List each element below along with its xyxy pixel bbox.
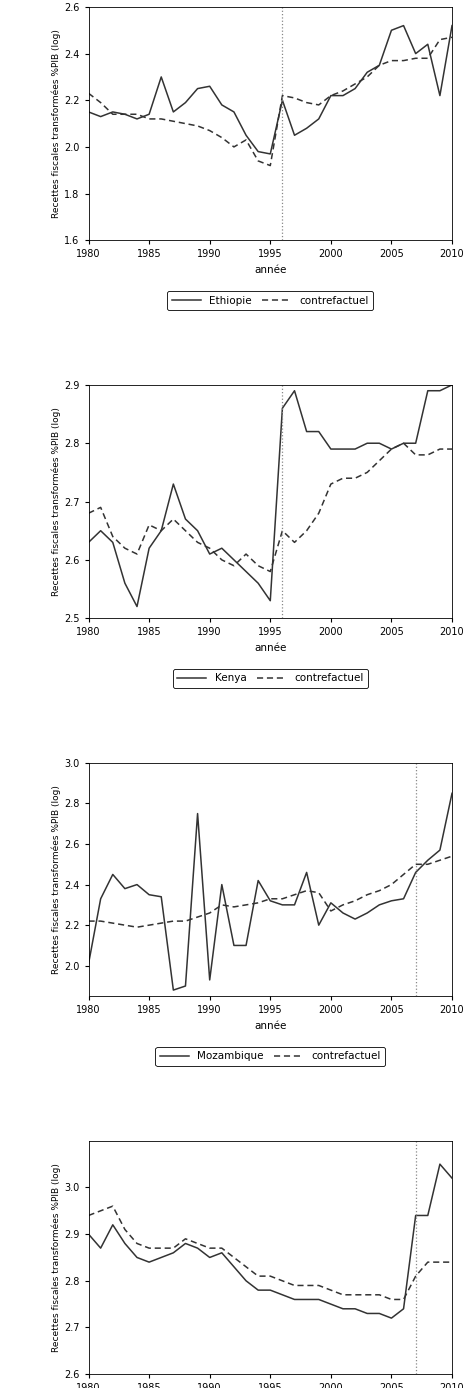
Y-axis label: Recettes fiscales transformées %PIB (log): Recettes fiscales transformées %PIB (log…: [52, 407, 61, 595]
Y-axis label: Recettes fiscales transformées %PIB (log): Recettes fiscales transformées %PIB (log…: [52, 29, 61, 218]
Y-axis label: Recettes fiscales transformées %PIB (log): Recettes fiscales transformées %PIB (log…: [52, 1163, 61, 1352]
X-axis label: année: année: [254, 1020, 287, 1031]
Legend: Kenya, contrefactuel: Kenya, contrefactuel: [173, 669, 368, 687]
X-axis label: année: année: [254, 643, 287, 652]
Y-axis label: Recettes fiscales transformées %PIB (log): Recettes fiscales transformées %PIB (log…: [52, 786, 61, 974]
Legend: Mozambique, contrefactuel: Mozambique, contrefactuel: [156, 1048, 385, 1066]
Legend: Ethiopie, contrefactuel: Ethiopie, contrefactuel: [167, 291, 373, 310]
X-axis label: année: année: [254, 265, 287, 275]
